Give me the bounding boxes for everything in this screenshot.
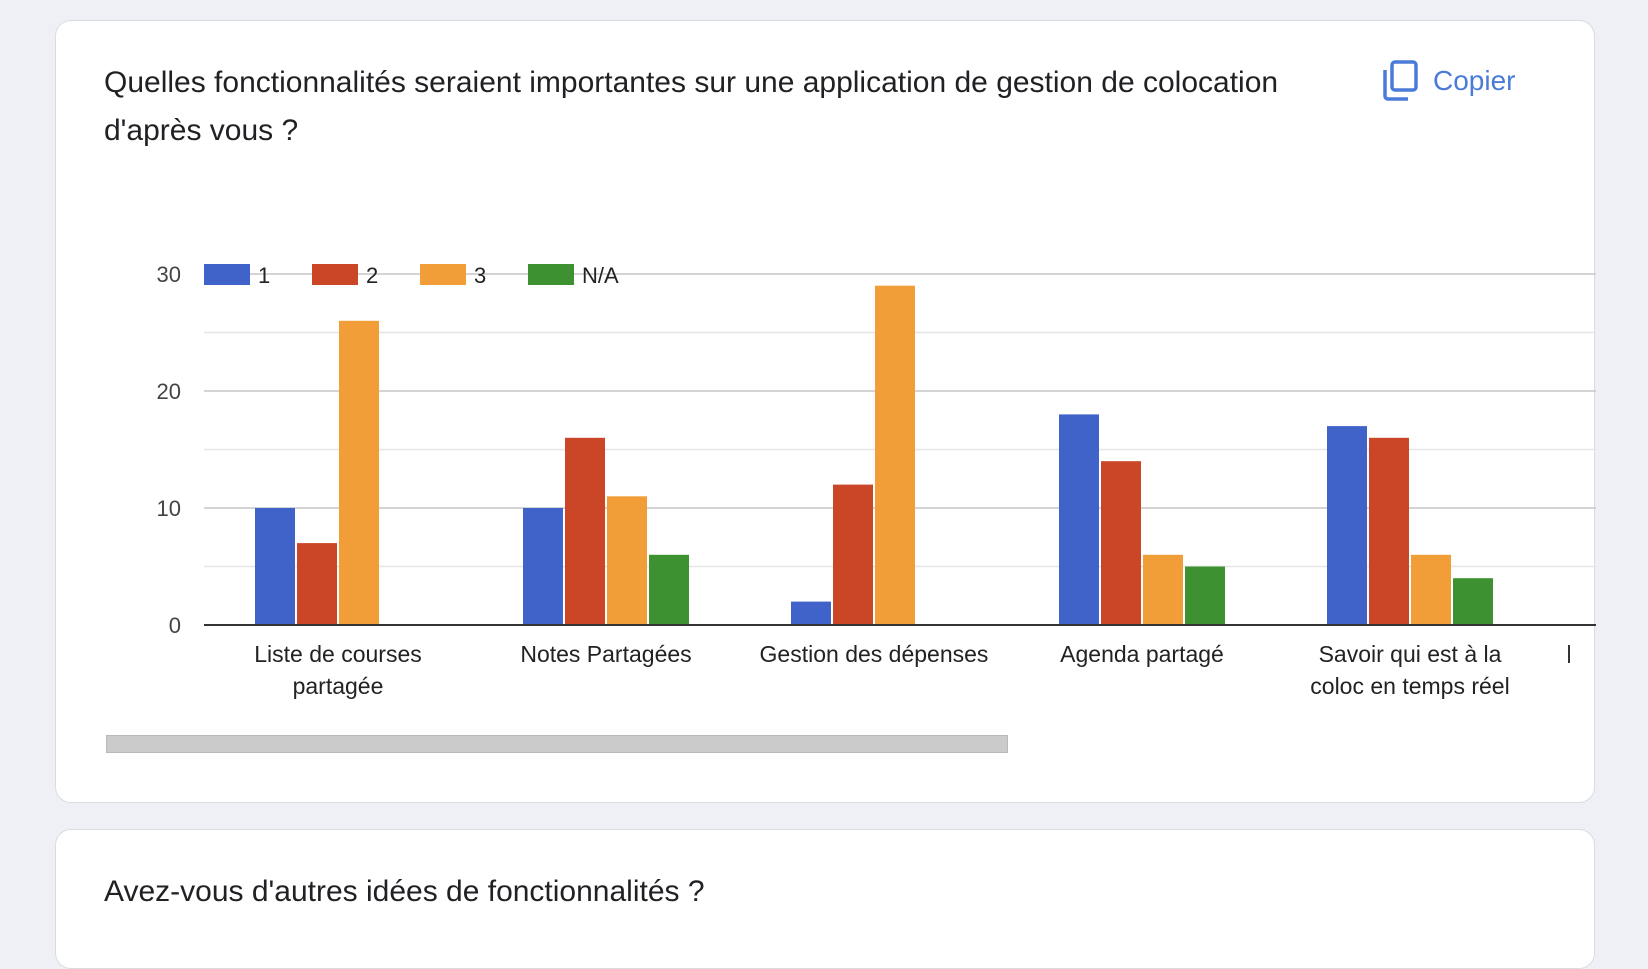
bar <box>1453 578 1493 625</box>
bar <box>1143 554 1183 625</box>
copy-button[interactable]: Copier <box>1381 59 1515 103</box>
y-tick-label: 20 <box>157 379 181 404</box>
bar <box>791 601 831 625</box>
legend-swatch <box>312 264 358 285</box>
question-card: Quelles fonctionnalités seraient importa… <box>55 20 1596 803</box>
bar <box>1101 461 1141 625</box>
y-tick-label: 10 <box>157 496 181 521</box>
copy-icon <box>1383 60 1418 101</box>
copy-label: Copier <box>1433 65 1516 96</box>
bar <box>649 554 689 625</box>
y-tick-label: 30 <box>157 262 181 287</box>
legend-swatch <box>420 264 466 285</box>
x-tick-label: partagée <box>293 673 384 699</box>
bar-chart: 0 10 20 30 Liste de courses partagée Notes Par… <box>157 262 1596 699</box>
bar <box>523 508 563 625</box>
bar <box>1369 437 1409 625</box>
y-tick-label: 0 <box>169 613 181 638</box>
x-tick-label: Liste de courses <box>254 641 421 667</box>
bar <box>1411 554 1451 625</box>
x-tick-label: Agenda partagé <box>1060 641 1224 667</box>
legend-label: 1 <box>258 263 270 288</box>
legend-label: 3 <box>474 263 486 288</box>
legend-swatch <box>528 264 574 285</box>
bar <box>255 508 295 625</box>
horizontal-scrollbar[interactable] <box>106 735 1008 753</box>
x-tick-label: Savoir qui est à la <box>1319 641 1502 667</box>
x-tick-label: Notes Partagées <box>520 641 691 667</box>
question-card: Avez-vous d'autres idées de fonctionnali… <box>55 829 1595 969</box>
legend-label: 2 <box>366 263 378 288</box>
bar <box>1327 426 1367 625</box>
bar <box>565 437 605 625</box>
bar <box>1059 414 1099 625</box>
bar <box>607 496 647 625</box>
legend-label: N/A <box>582 263 619 288</box>
legend-swatch <box>204 264 250 285</box>
bar <box>875 285 915 625</box>
x-tick-label-clipped <box>1568 645 1570 663</box>
bar <box>339 320 379 625</box>
x-tick-label: Gestion des dépenses <box>760 641 989 667</box>
bar <box>1185 566 1225 625</box>
question-title: Avez-vous d'autres idées de fonctionnali… <box>104 875 705 908</box>
bar <box>833 484 873 625</box>
x-tick-label: coloc en temps réel <box>1310 673 1509 699</box>
question-title: Quelles fonctionnalités seraient importa… <box>104 66 1279 147</box>
bar <box>297 543 337 625</box>
